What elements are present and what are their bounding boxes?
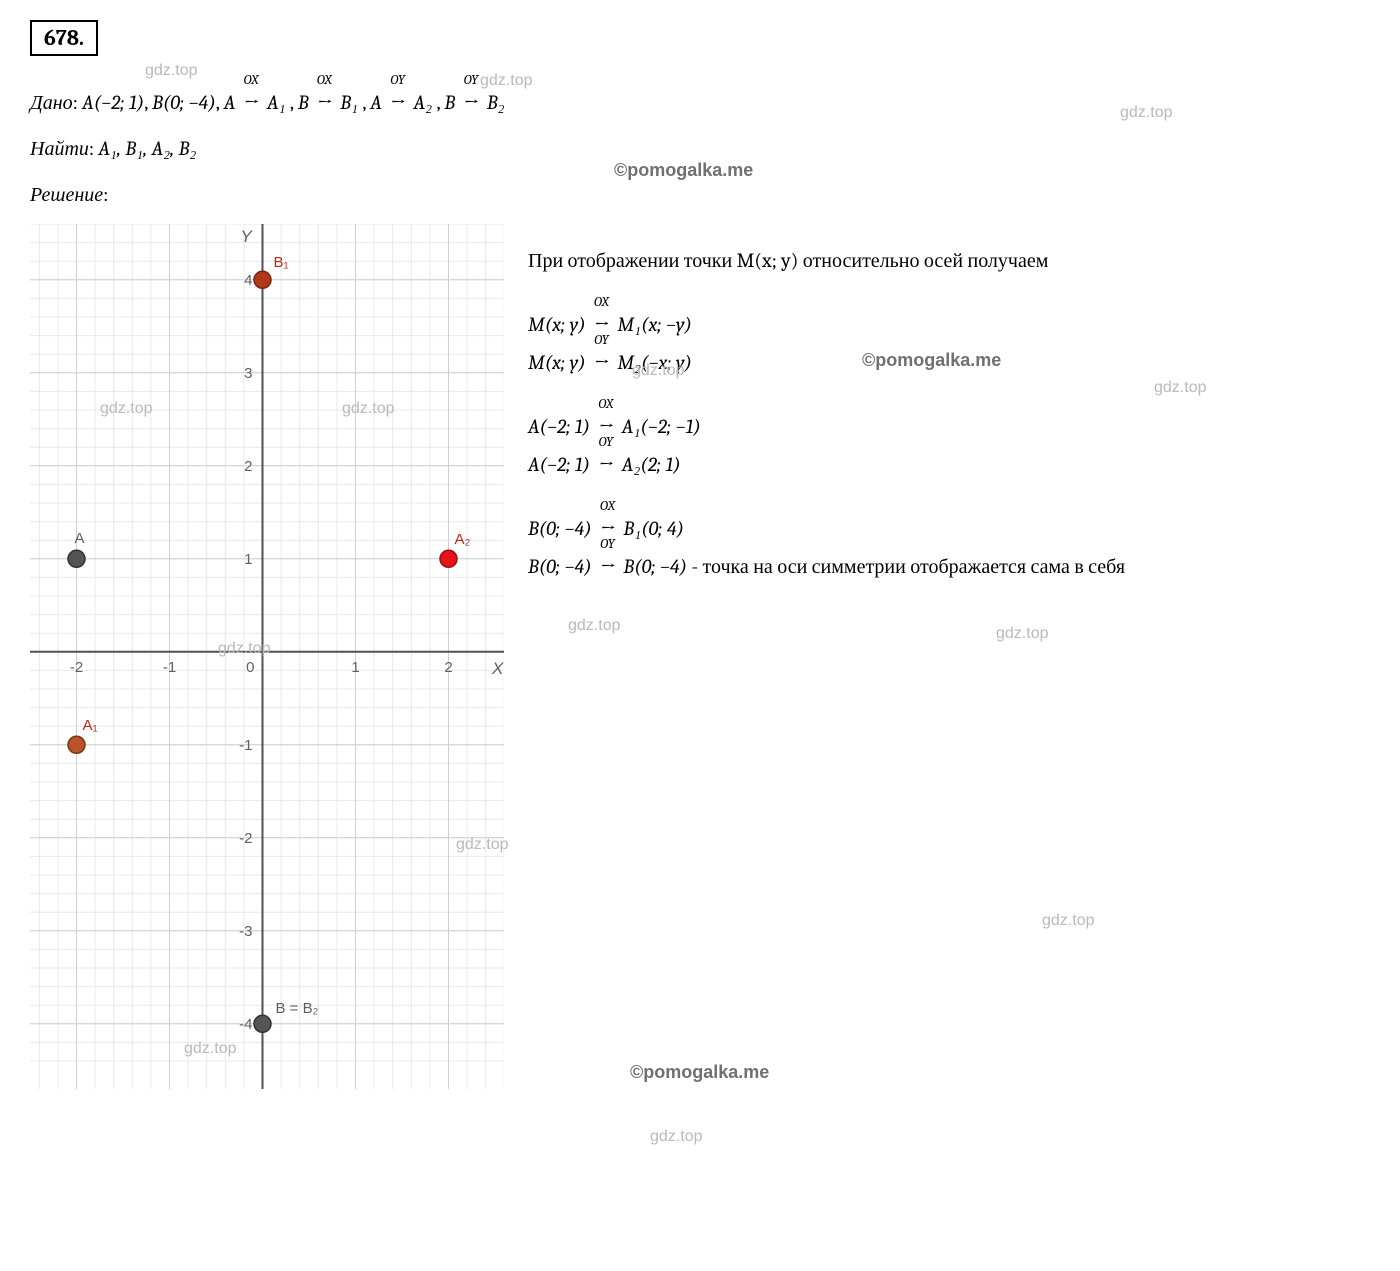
result-A-block: A(−2; 1) OX→ A₁(−2; −1) A(−2; 1) OY→ A₂(… xyxy=(528,408,1370,484)
solution-label: Решение xyxy=(30,183,103,206)
svg-text:X: X xyxy=(491,659,504,678)
svg-text:-1: -1 xyxy=(163,659,176,676)
svg-text:2: 2 xyxy=(244,458,252,475)
svg-text:B = B₂: B = B₂ xyxy=(276,1000,319,1017)
map-B-B1: B OX→ B₁ xyxy=(298,91,363,114)
result-B1: B(0; −4) OX→ B₁(0; 4) xyxy=(528,510,1370,548)
given-line: Дано: A(−2; 1), B(0; −4), A OX→ A₁ , B O… xyxy=(30,84,1370,122)
find-label: Найти xyxy=(30,137,89,160)
result-B2: B(0; −4) OY→ B(0; −4) - точка на оси сим… xyxy=(528,548,1370,586)
problem-number: 678. xyxy=(30,20,98,56)
svg-text:-2: -2 xyxy=(70,659,83,676)
svg-text:A₂: A₂ xyxy=(455,531,471,548)
intro-text: При отображении точки M(x; y) относитель… xyxy=(528,249,1048,272)
rules-block: M(x; y) OX→ M₁(x; −y) M(x; y) OY→ M₂(−x;… xyxy=(528,306,1370,382)
svg-text:3: 3 xyxy=(244,365,252,382)
given-A: A(−2; 1) xyxy=(82,91,144,114)
svg-text:A₁: A₁ xyxy=(83,717,98,734)
given-B: B(0; −4) xyxy=(152,91,216,114)
svg-text:1: 1 xyxy=(351,659,359,676)
solution-label-line: Решение: xyxy=(30,176,1370,214)
svg-text:2: 2 xyxy=(444,659,452,676)
svg-text:-2: -2 xyxy=(239,830,252,847)
svg-text:B₁: B₁ xyxy=(274,254,289,271)
svg-text:1: 1 xyxy=(244,551,252,568)
svg-text:-1: -1 xyxy=(239,737,252,754)
coordinate-chart: -2 -1 1 2 -4 -3 -2 -1 1 2 3 4 0 X Y A A₁ A₂ B₁ B = B₂ xyxy=(30,224,504,1089)
find-line: Найти: A₁, B₁, A₂, B₂ xyxy=(30,130,1370,168)
watermark-gdz: gdz.top xyxy=(145,62,197,80)
given-label: Дано xyxy=(30,91,73,114)
explanation-column: При отображении точки M(x; y) относитель… xyxy=(528,224,1370,612)
svg-text:-3: -3 xyxy=(239,923,252,940)
result-A1: A(−2; 1) OX→ A₁(−2; −1) xyxy=(528,408,1370,446)
intro-block: При отображении точки M(x; y) относитель… xyxy=(528,242,1370,280)
svg-text:0: 0 xyxy=(246,659,254,676)
svg-text:-4: -4 xyxy=(239,1016,252,1033)
result-A2: A(−2; 1) OY→ A₂(2; 1) xyxy=(528,446,1370,484)
watermark-gdz: gdz.top xyxy=(650,1128,702,1146)
content-row: -2 -1 1 2 -4 -3 -2 -1 1 2 3 4 0 X Y A A₁ A₂ B₁ B = B₂ При о… xyxy=(30,224,1370,1089)
rule-oy: M(x; y) OY→ M₂(−x; y) xyxy=(528,344,1370,382)
find-targets: A₁, B₁, A₂, B₂ xyxy=(98,137,196,160)
map-A-A2: A OY→ A₂ xyxy=(370,91,436,114)
svg-text:A: A xyxy=(75,530,85,547)
rule-ox: M(x; y) OX→ M₁(x; −y) xyxy=(528,306,1370,344)
svg-text:Y: Y xyxy=(241,227,254,246)
map-B-B2: B OY→ B₂ xyxy=(444,91,504,114)
svg-text:4: 4 xyxy=(244,272,252,289)
map-A-A1: A OX→ A₁ xyxy=(224,91,290,114)
chart-column: -2 -1 1 2 -4 -3 -2 -1 1 2 3 4 0 X Y A A₁ A₂ B₁ B = B₂ xyxy=(30,224,504,1089)
result-B-block: B(0; −4) OX→ B₁(0; 4) B(0; −4) OY→ B(0; … xyxy=(528,510,1370,586)
